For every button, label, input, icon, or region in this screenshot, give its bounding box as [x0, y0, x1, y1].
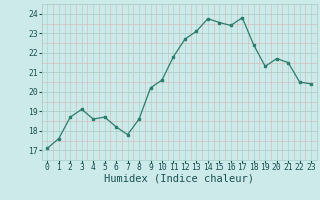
X-axis label: Humidex (Indice chaleur): Humidex (Indice chaleur) [104, 174, 254, 184]
